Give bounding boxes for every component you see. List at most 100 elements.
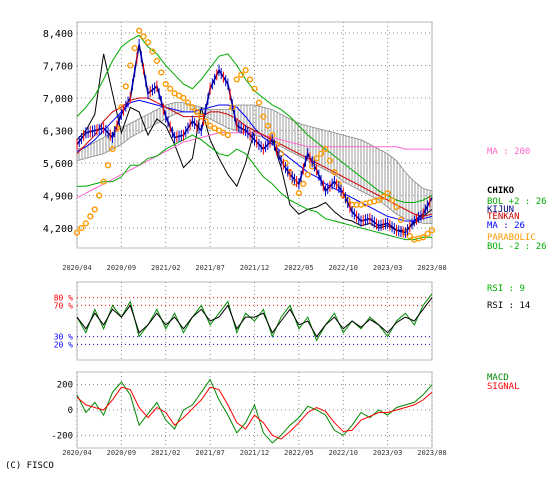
- price-series-line: [76, 97, 433, 217]
- parabolic-point: [140, 33, 147, 40]
- parabolic-point: [158, 69, 165, 76]
- parabolic-point: [384, 190, 391, 197]
- macd-panel: 200 0 -200: [51, 371, 433, 449]
- parabolic-point: [420, 234, 427, 241]
- parabolic-point: [424, 230, 431, 237]
- parabolic-point: [317, 150, 325, 157]
- legend-price-item: KIJUN: [487, 205, 514, 215]
- legend-rsi-item: RSI : 9: [487, 284, 525, 294]
- parabolic-point: [91, 206, 98, 213]
- parabolic-point: [122, 83, 129, 90]
- parabolic-point: [260, 113, 267, 120]
- parabolic-point: [193, 108, 200, 116]
- parabolic-point: [251, 85, 258, 92]
- parabolic-point: [397, 216, 405, 223]
- legend-price-item: MA : 26: [487, 221, 525, 231]
- parabolic-point: [322, 145, 329, 153]
- macd-series-line: [76, 378, 433, 444]
- macd-x-tick-label: 2021/07: [195, 449, 225, 457]
- rsi-y-tick-label: 80 %: [54, 294, 73, 303]
- macd-x-axis: 2020/04 2020/09 2021/02 2021/07 2021/12 2022/…: [62, 449, 447, 457]
- legend-price-item: BOL -2 : 26: [487, 242, 547, 252]
- macd-y-tick-label: -200: [51, 431, 73, 441]
- price-panel: 8,400 7,700 7,000 6,300 5,600 4,900 4,200: [43, 21, 436, 249]
- price-x-axis: 2020/04 2020/09 2021/02 2021/07 2021/12 2022/…: [62, 264, 447, 272]
- parabolic-point: [127, 62, 134, 69]
- macd-x-tick-label: 2020/04: [62, 449, 92, 457]
- macd-x-tick-label: 2022/05: [284, 449, 314, 457]
- price-series-line: [77, 134, 432, 241]
- price-x-tick-label: 2021/02: [151, 264, 181, 272]
- price-x-tick-label: 2022/10: [328, 264, 358, 272]
- rsi-y-tick-label: 20 %: [54, 340, 73, 349]
- parabolic-point: [131, 44, 138, 52]
- legend-macd-item: MACD: [487, 373, 509, 383]
- macd-y-tick-label: 200: [57, 381, 73, 391]
- price-x-tick-label: 2020/04: [62, 264, 92, 272]
- macd-x-tick-label: 2023/08: [417, 449, 447, 457]
- price-x-tick-label: 2023/03: [373, 264, 403, 272]
- macd-x-tick-label: 2021/12: [240, 449, 270, 457]
- parabolic-point: [73, 229, 81, 236]
- parabolic-point: [87, 213, 94, 220]
- parabolic-point: [304, 171, 311, 178]
- price-y-tick-label: 7,000: [43, 94, 73, 105]
- price-y-tick-label: 6,300: [43, 127, 73, 138]
- parabolic-point: [246, 76, 254, 83]
- legend-price-item: TENKAN: [487, 212, 520, 222]
- parabolic-point: [393, 204, 400, 211]
- rsi-y-tick-label: 70 %: [54, 301, 73, 310]
- parabolic-point: [144, 39, 152, 46]
- parabolic-point: [295, 190, 302, 197]
- macd-x-tick-label: 2022/10: [328, 449, 358, 457]
- parabolic-point: [104, 162, 112, 169]
- parabolic-point: [82, 220, 89, 227]
- legend-rsi-item: RSI : 14: [487, 301, 530, 311]
- parabolic-point: [331, 169, 338, 176]
- rsi-series-line: [76, 297, 433, 338]
- parabolic-point: [167, 85, 174, 92]
- price-x-tick-label: 2023/08: [417, 264, 447, 272]
- parabolic-point: [326, 157, 334, 164]
- macd-x-tick-label: 2020/09: [107, 449, 137, 457]
- price-y-tick-label: 5,600: [43, 159, 73, 170]
- macd-series-line: [76, 386, 433, 440]
- parabolic-point: [300, 180, 307, 187]
- price-series-line: [76, 99, 433, 222]
- parabolic-point: [224, 132, 231, 139]
- macd-y-tick-label: 0: [68, 406, 73, 416]
- parabolic-point: [264, 122, 271, 129]
- parabolic-point: [233, 76, 240, 83]
- parabolic-point: [78, 224, 85, 232]
- legend-ma200: MA : 200: [487, 147, 530, 157]
- rsi-panel: 80 %70 % 30 %20 %: [54, 281, 433, 361]
- macd-x-tick-label: 2021/02: [151, 449, 181, 457]
- parabolic-point: [109, 145, 116, 153]
- parabolic-point: [149, 48, 156, 55]
- parabolic-point: [313, 155, 320, 162]
- macd-x-tick-label: 2023/03: [373, 449, 403, 457]
- legend-macd-item: SIGNAL: [487, 382, 520, 392]
- price-x-tick-label: 2021/07: [195, 264, 225, 272]
- parabolic-point: [162, 80, 169, 88]
- parabolic-point: [238, 71, 245, 78]
- price-x-tick-label: 2022/05: [284, 264, 314, 272]
- parabolic-point: [428, 227, 436, 234]
- price-y-tick-label: 4,900: [43, 192, 73, 203]
- parabolic-point: [255, 99, 263, 106]
- price-series-line: [76, 132, 432, 199]
- parabolic-point: [375, 197, 382, 204]
- parabolic-point: [153, 57, 160, 64]
- parabolic-point: [242, 67, 249, 74]
- rsi-y-tick-label: 30 %: [54, 333, 73, 342]
- parabolic-point: [96, 192, 103, 199]
- legend-price-item: BOL +2 : 26: [487, 197, 547, 207]
- price-y-tick-label: 7,700: [43, 62, 73, 73]
- parabolic-point: [136, 27, 143, 34]
- copyright-text: (C) FISCO: [5, 461, 54, 471]
- price-y-tick-label: 8,400: [43, 29, 73, 40]
- legend-price-item: PARABOLIC: [487, 233, 536, 243]
- price-x-tick-label: 2020/09: [107, 264, 137, 272]
